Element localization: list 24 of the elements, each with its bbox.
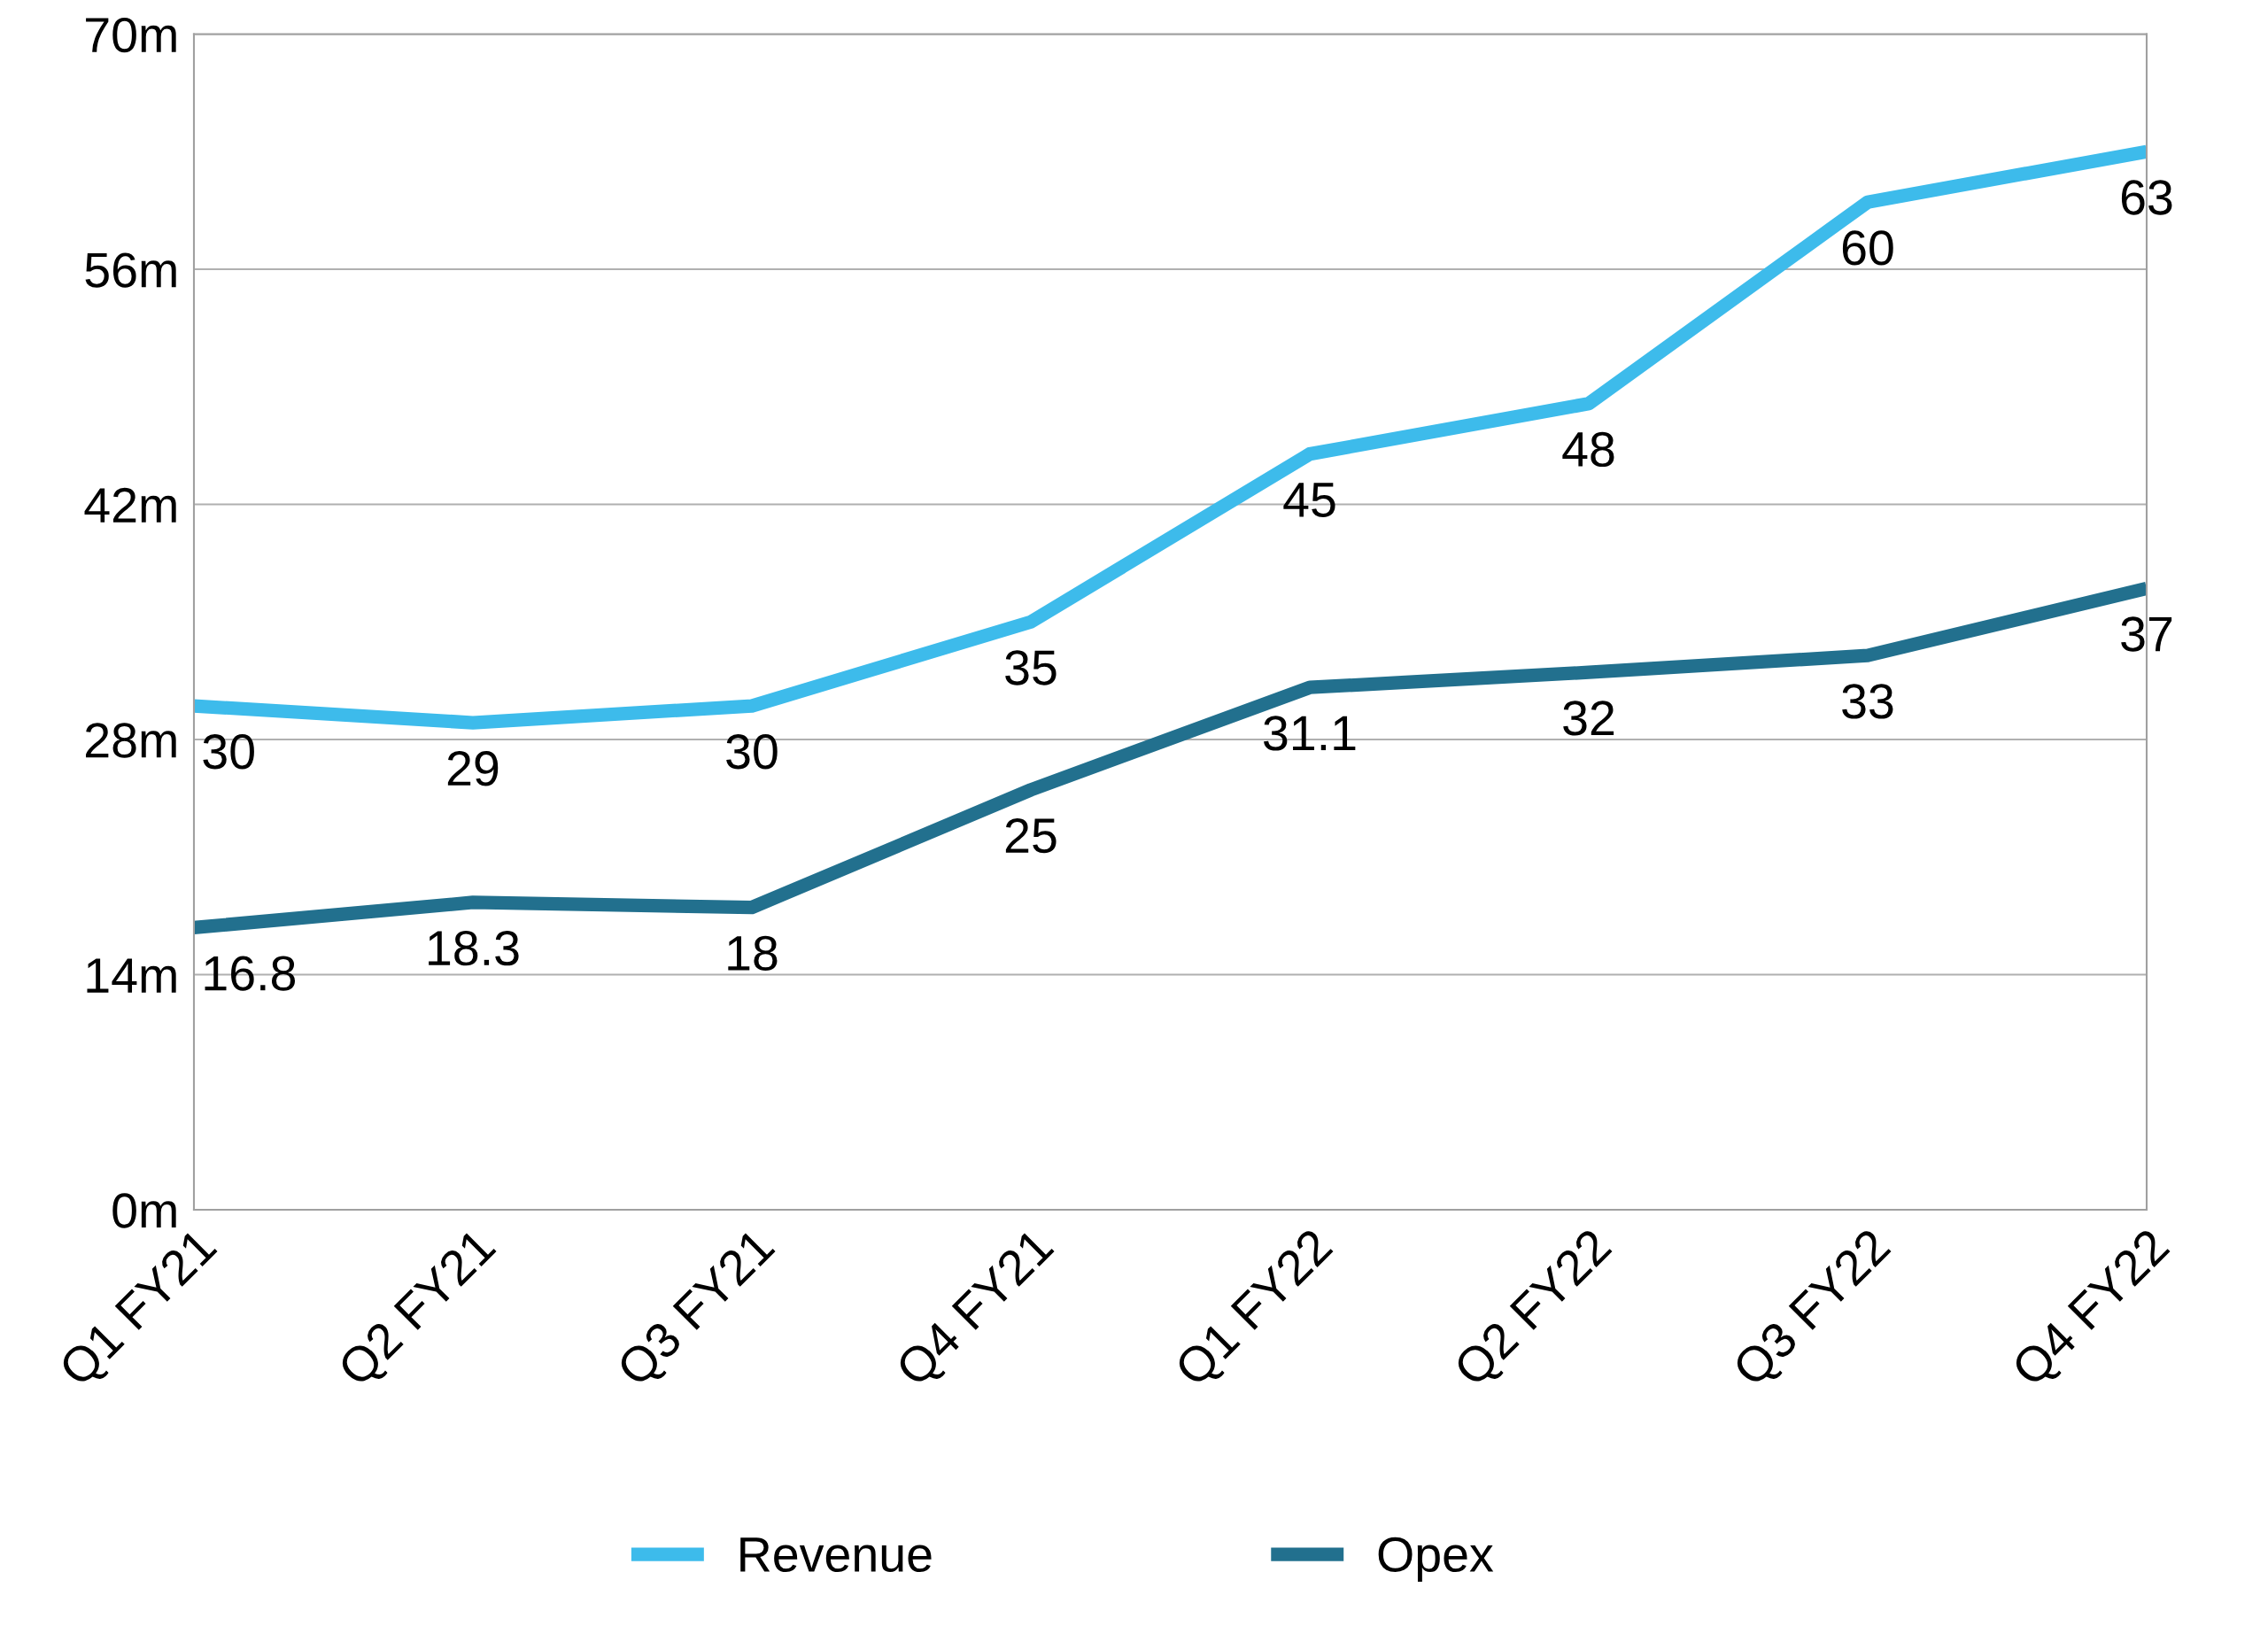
data-label: 45 — [1283, 483, 1335, 517]
data-label: 18.3 — [429, 930, 519, 966]
y-tick-label: 0m — [112, 1193, 176, 1228]
data-label: 32 — [1563, 701, 1614, 736]
y-tick-label: 14m — [87, 958, 176, 993]
y-tick-label: 56m — [85, 252, 176, 288]
data-label: 37 — [2121, 616, 2172, 652]
data-label: 48 — [1562, 431, 1614, 468]
data-label: 31.1 — [1264, 716, 1356, 751]
y-tick-label: 70m — [86, 17, 176, 53]
data-label: 25 — [1005, 817, 1057, 854]
data-label: 35 — [1005, 650, 1057, 685]
data-label: 18 — [728, 935, 778, 972]
data-label: 29 — [447, 751, 499, 786]
data-label: 63 — [2121, 180, 2172, 215]
data-label: 30 — [203, 734, 254, 770]
y-tick-label: 28m — [86, 723, 176, 758]
y-tick-label: 42m — [84, 487, 176, 523]
legend-label: Revenue — [740, 1537, 932, 1573]
data-label: 16.8 — [205, 956, 296, 991]
legend-label: Opex — [1378, 1537, 1494, 1582]
data-label: 33 — [1842, 684, 1893, 719]
data-label: 30 — [726, 734, 778, 770]
data-label: 60 — [1842, 230, 1893, 266]
